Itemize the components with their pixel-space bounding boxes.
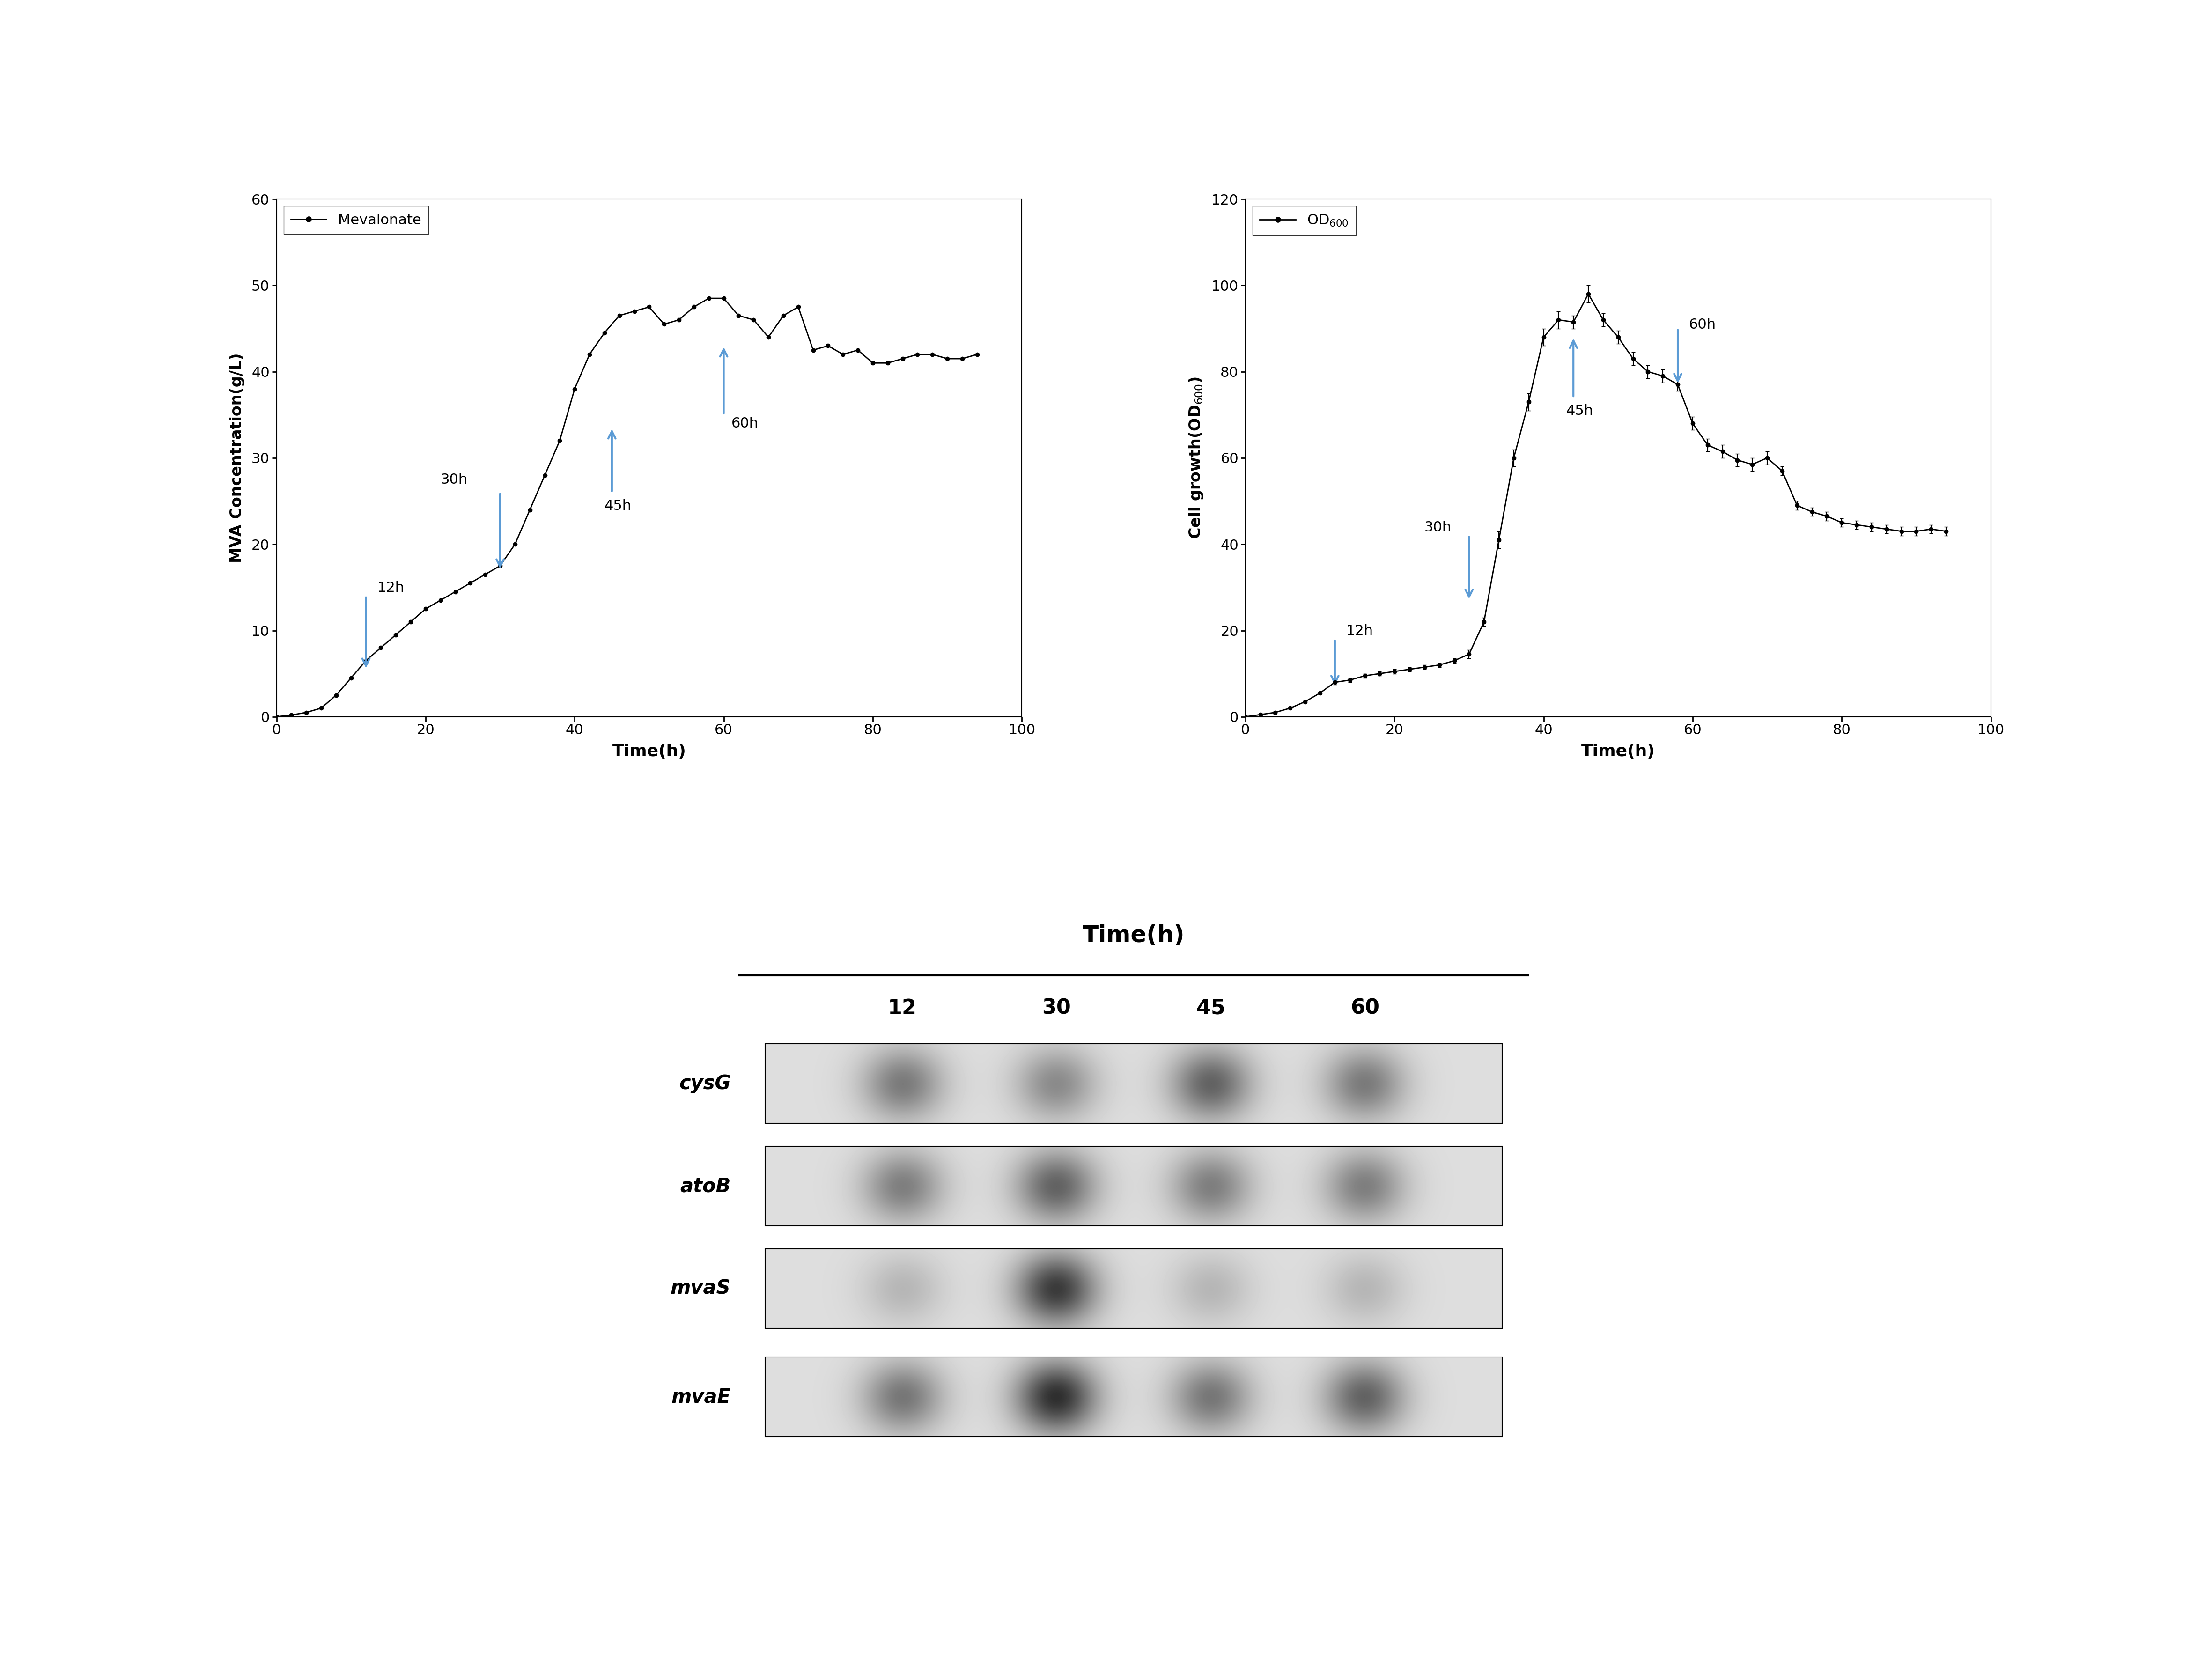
Bar — [765, 1357, 1502, 1437]
Text: 60: 60 — [1352, 999, 1380, 1019]
Legend: Mevalonate: Mevalonate — [283, 206, 429, 234]
Text: 12: 12 — [887, 999, 916, 1019]
Text: cysG: cysG — [679, 1073, 730, 1093]
Text: 12h: 12h — [1347, 624, 1374, 637]
Text: 30h: 30h — [1425, 521, 1451, 534]
Bar — [765, 1249, 1502, 1329]
Legend: OD$_{600}$: OD$_{600}$ — [1252, 206, 1356, 236]
Text: mvaS: mvaS — [670, 1279, 730, 1299]
Text: 45h: 45h — [604, 499, 633, 513]
Text: 45: 45 — [1197, 999, 1225, 1019]
Text: Time(h): Time(h) — [1082, 924, 1186, 947]
Text: 60h: 60h — [1690, 319, 1717, 332]
X-axis label: Time(h): Time(h) — [1582, 743, 1655, 760]
Y-axis label: MVA Concentration(g/L): MVA Concentration(g/L) — [230, 353, 246, 562]
Text: atoB: atoB — [679, 1176, 730, 1196]
Text: 60h: 60h — [732, 416, 759, 431]
Y-axis label: Cell growth(OD$_{600}$): Cell growth(OD$_{600}$) — [1188, 377, 1206, 539]
Text: mvaE: mvaE — [670, 1387, 730, 1407]
X-axis label: Time(h): Time(h) — [613, 743, 686, 760]
Text: 30h: 30h — [440, 473, 467, 486]
Text: 45h: 45h — [1566, 405, 1593, 418]
Text: 30: 30 — [1042, 999, 1071, 1019]
Bar — [765, 1044, 1502, 1123]
Text: 12h: 12h — [376, 581, 405, 594]
Bar — [765, 1146, 1502, 1226]
